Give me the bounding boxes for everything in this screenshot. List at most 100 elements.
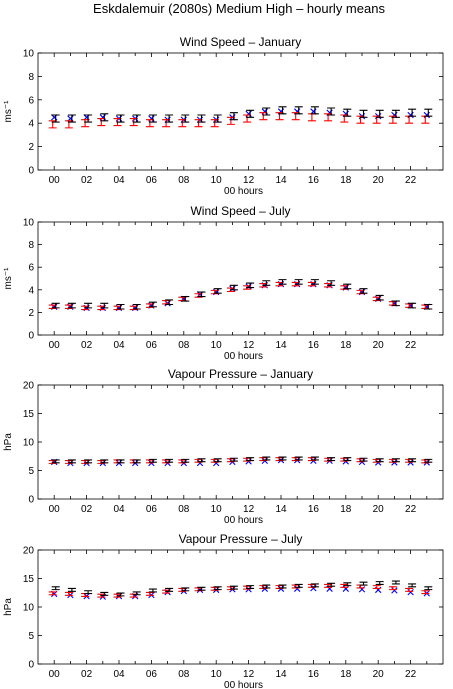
data-point-errorbar [359, 457, 368, 462]
series-1 [51, 457, 430, 467]
x-tick-label: 10 [211, 669, 223, 680]
data-point-errorbar [424, 303, 433, 310]
x-tick-label: 22 [405, 175, 417, 186]
series-2 [48, 112, 430, 129]
y-tick-label: 10 [23, 438, 35, 449]
data-point-errorbar [278, 456, 287, 461]
y-tick-label: 10 [23, 218, 35, 229]
x-tick-label: 20 [373, 504, 385, 515]
x-tick-label: 14 [275, 669, 287, 680]
data-point-errorbar [262, 456, 271, 461]
x-tick-label: 16 [308, 669, 320, 680]
data-point-errorbar [294, 106, 303, 115]
data-point-errorbar [310, 279, 319, 285]
y-tick-label: 0 [28, 495, 34, 506]
series-3 [51, 106, 433, 123]
data-point-errorbar [229, 112, 238, 121]
panel-title: Vapour Pressure – January [168, 367, 313, 381]
data-point-errorbar [375, 458, 384, 463]
data-point-errorbar [51, 302, 60, 309]
data-point-errorbar [310, 106, 319, 115]
data-point-errorbar [148, 114, 157, 123]
data-point-errorbar [388, 586, 397, 591]
data-point-errorbar [359, 288, 368, 294]
data-point-errorbar [246, 109, 255, 118]
x-tick-label: 16 [308, 504, 320, 515]
x-tick-label: 16 [308, 175, 320, 186]
data-point-errorbar [327, 457, 336, 462]
x-tick-label: 04 [113, 669, 125, 680]
data-point-errorbar [100, 591, 109, 596]
data-point-errorbar [307, 113, 316, 122]
x-tick-label: 06 [146, 504, 158, 515]
data-point-errorbar [165, 458, 174, 463]
x-tick-label: 08 [178, 669, 190, 680]
y-tick-label: 6 [28, 263, 34, 274]
data-point-errorbar [408, 302, 417, 309]
data-point-errorbar [197, 291, 206, 298]
data-point-errorbar [181, 587, 190, 592]
data-point-errorbar [327, 582, 336, 587]
data-point-errorbar [405, 115, 414, 124]
chart-panel-4: Vapour Pressure – July 0 5 10 15 20 00 02 04 06 08… [3, 532, 444, 689]
data-point-errorbar [294, 279, 303, 285]
data-point-errorbar [51, 459, 60, 464]
x-tick-label: 04 [113, 175, 125, 186]
x-tick-label: 18 [340, 669, 352, 680]
data-point-errorbar [148, 301, 157, 308]
data-point-errorbar [405, 587, 414, 592]
y-tick-label: 5 [28, 466, 34, 477]
y-tick-label: 0 [28, 331, 34, 342]
data-point-errorbar [84, 590, 93, 595]
data-point-errorbar [262, 584, 271, 589]
data-point-errorbar [408, 458, 417, 463]
data-point-errorbar [375, 294, 384, 301]
series-1 [51, 280, 430, 312]
data-point-errorbar [51, 586, 60, 591]
x-tick-label: 20 [373, 175, 385, 186]
data-point-errorbar [246, 585, 255, 590]
y-tick-label: 0 [28, 166, 34, 177]
data-point-errorbar [327, 107, 336, 116]
y-tick-label: 10 [23, 603, 35, 614]
data-point-errorbar [372, 585, 381, 590]
x-tick-label: 10 [211, 340, 223, 351]
data-point-errorbar [421, 115, 430, 124]
data-point-errorbar [262, 280, 271, 286]
data-point-errorbar [310, 456, 319, 461]
figure-title: Eskdalemuir (2080s) Medium High – hourly… [93, 1, 385, 16]
y-tick-label: 8 [28, 72, 34, 83]
data-point-errorbar [375, 109, 384, 118]
chart-panel-3: Vapour Pressure – January 0 5 10 15 20 00 02 04 0… [3, 367, 444, 526]
data-point-errorbar [84, 302, 93, 309]
data-point-errorbar [197, 114, 206, 123]
data-point-errorbar [132, 591, 141, 596]
data-point-errorbar [424, 586, 433, 591]
x-tick-label: 18 [340, 504, 352, 515]
data-point-errorbar [100, 113, 109, 122]
data-point-errorbar [278, 106, 287, 115]
data-point-errorbar [165, 114, 174, 123]
data-point-errorbar [84, 459, 93, 464]
data-point-errorbar [213, 586, 222, 591]
data-point-errorbar [116, 592, 125, 597]
data-point-errorbar [278, 279, 287, 285]
y-tick-label: 15 [23, 409, 35, 420]
series-3 [51, 580, 433, 597]
data-point-errorbar [278, 584, 287, 589]
data-point-errorbar [327, 280, 336, 286]
data-point-errorbar [148, 458, 157, 463]
x-tick-label: 20 [373, 669, 385, 680]
x-tick-label: 00 [49, 340, 61, 351]
data-point-errorbar [421, 590, 430, 595]
x-tick-label: 12 [243, 340, 255, 351]
panel-title: Wind Speed – January [180, 35, 301, 49]
plot-frame [37, 549, 444, 665]
data-point-errorbar [213, 458, 222, 463]
data-point-errorbar [197, 586, 206, 591]
data-point-errorbar [408, 108, 417, 117]
data-point-errorbar [246, 457, 255, 462]
y-tick-label: 20 [23, 546, 35, 557]
